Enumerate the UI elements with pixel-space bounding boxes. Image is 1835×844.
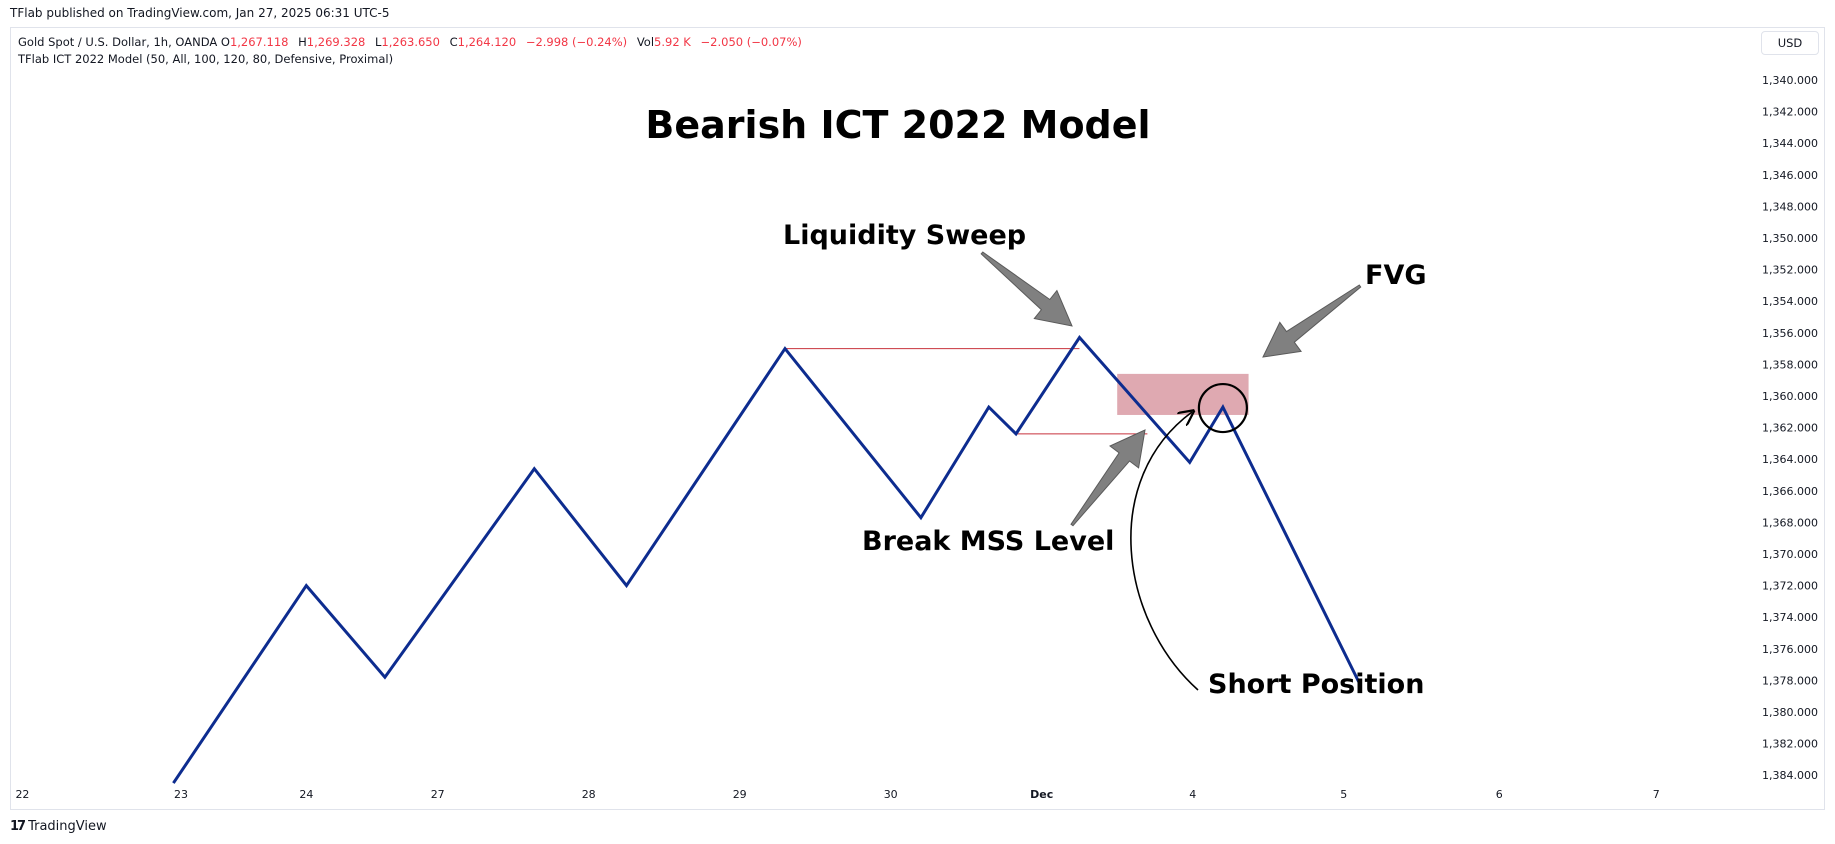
y-tick-label: 1,384.000 bbox=[1762, 769, 1818, 782]
open-value: 1,267.118 bbox=[229, 35, 289, 49]
y-tick-label: 1,374.000 bbox=[1762, 611, 1818, 624]
y-tick-label: 1,350.000 bbox=[1762, 232, 1818, 245]
x-tick-label: 6 bbox=[1496, 788, 1503, 801]
y-tick-label: 1,362.000 bbox=[1762, 422, 1818, 435]
y-tick-label: 1,366.000 bbox=[1762, 485, 1818, 498]
y-tick-label: 1,344.000 bbox=[1762, 137, 1818, 150]
annotation-short-position: Short Position bbox=[1208, 669, 1424, 700]
plot-area bbox=[172, 251, 1362, 784]
tradingview-logo[interactable]: 17 TradingView bbox=[10, 819, 107, 834]
chart-frame[interactable] bbox=[10, 27, 1825, 810]
low-value: 1,263.650 bbox=[381, 35, 440, 49]
x-axis[interactable]: 22 23 24 27 28 29 30 Dec 4 5 6 7 bbox=[15, 788, 1659, 801]
y-tick-label: 1,364.000 bbox=[1762, 453, 1818, 466]
liquidity-sweep-arrow bbox=[980, 251, 1073, 327]
high-value: 1,269.328 bbox=[306, 35, 366, 49]
symbol-legend: Gold Spot / U.S. Dollar, 1h, OANDA O1,26… bbox=[18, 35, 808, 49]
y-tick-label: 1,358.000 bbox=[1762, 358, 1818, 371]
chart-title: Bearish ICT 2022 Model bbox=[645, 103, 1150, 147]
x-tick-label: 30 bbox=[884, 788, 898, 801]
y-tick-label: 1,352.000 bbox=[1762, 264, 1818, 277]
fvg-arrow bbox=[1262, 284, 1362, 358]
y-tick-label: 1,370.000 bbox=[1762, 548, 1818, 561]
short-entry-circle bbox=[1197, 382, 1249, 434]
y-tick-label: 1,378.000 bbox=[1762, 674, 1818, 687]
x-tick-label: 22 bbox=[15, 788, 29, 801]
vol-value: 5.92 K bbox=[654, 35, 691, 49]
x-tick-label: Dec bbox=[1030, 788, 1053, 801]
open-label: O bbox=[220, 35, 230, 49]
y-tick-label: 1,340.000 bbox=[1762, 74, 1818, 87]
y-tick-label: 1,346.000 bbox=[1762, 169, 1818, 182]
change-value: −2.998 (−0.24%) bbox=[525, 35, 628, 49]
tradingview-logo-icon: 17 bbox=[10, 819, 26, 834]
indicator-legend[interactable]: TFlab ICT 2022 Model (50, All, 100, 120,… bbox=[18, 52, 394, 66]
x-tick-label: 4 bbox=[1189, 788, 1196, 801]
x-tick-label: 5 bbox=[1340, 788, 1347, 801]
close-value: 1,264.120 bbox=[457, 35, 517, 49]
x-tick-label: 27 bbox=[431, 788, 445, 801]
y-tick-label: 1,360.000 bbox=[1762, 390, 1818, 403]
x-tick-label: 24 bbox=[299, 788, 313, 801]
break-mss-arrow bbox=[1070, 429, 1146, 527]
vol-label: Vol bbox=[636, 35, 655, 49]
y-tick-label: 1,380.000 bbox=[1762, 706, 1818, 719]
fvg-zone bbox=[1117, 373, 1249, 415]
annotation-break-mss: Break MSS Level bbox=[862, 526, 1114, 557]
published-info: TFlab published on TradingView.com, Jan … bbox=[10, 6, 390, 20]
vol-change-value: −2.050 (−0.07%) bbox=[700, 35, 802, 49]
close-label: C bbox=[449, 35, 458, 49]
symbol-name[interactable]: Gold Spot / U.S. Dollar, 1h, OANDA bbox=[18, 35, 218, 49]
y-axis[interactable]: 1,340.000 1,342.000 1,344.000 1,346.000 1,34… bbox=[1762, 74, 1818, 782]
y-tick-label: 1,382.000 bbox=[1762, 738, 1818, 751]
y-tick-label: 1,356.000 bbox=[1762, 327, 1818, 340]
y-tick-label: 1,348.000 bbox=[1762, 200, 1818, 213]
x-tick-label: 29 bbox=[733, 788, 747, 801]
high-label: H bbox=[298, 35, 307, 49]
short-position-arrow bbox=[1130, 412, 1199, 691]
currency-button[interactable]: USD bbox=[1761, 31, 1819, 55]
annotation-liquidity-sweep: Liquidity Sweep bbox=[783, 220, 1026, 251]
y-tick-label: 1,376.000 bbox=[1762, 643, 1818, 656]
x-tick-label: 7 bbox=[1653, 788, 1660, 801]
annotation-fvg: FVG bbox=[1365, 260, 1427, 291]
low-label: L bbox=[374, 35, 382, 49]
x-tick-label: 28 bbox=[582, 788, 596, 801]
brand-name: TradingView bbox=[28, 819, 107, 834]
y-tick-label: 1,368.000 bbox=[1762, 516, 1818, 529]
y-tick-label: 1,354.000 bbox=[1762, 295, 1818, 308]
y-tick-label: 1,372.000 bbox=[1762, 580, 1818, 593]
y-tick-label: 1,342.000 bbox=[1762, 106, 1818, 119]
x-tick-label: 23 bbox=[174, 788, 188, 801]
